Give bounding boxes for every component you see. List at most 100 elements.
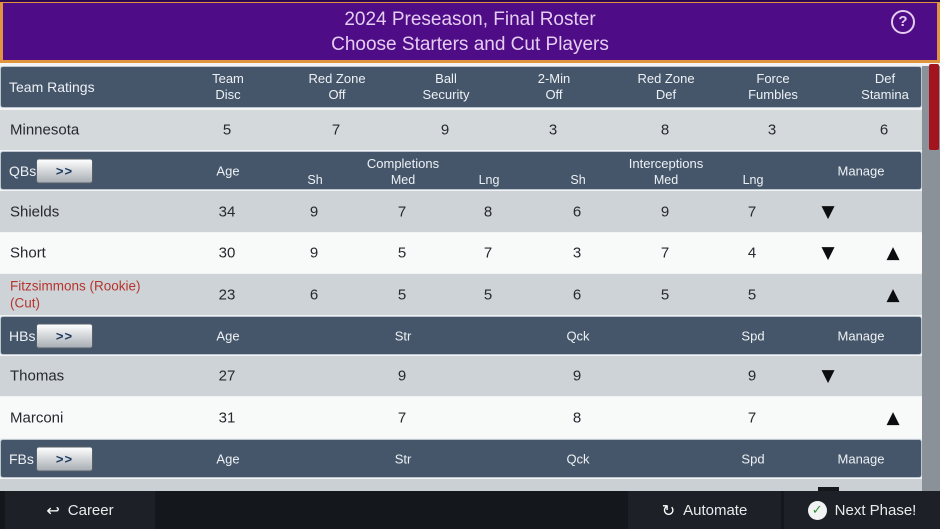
column-header-team-disc: Team Disc	[212, 70, 244, 102]
player-row-fitzsimmons: Fitzsimmons (Rookie) (Cut) 23 6 5 5 6 5 …	[0, 274, 922, 315]
page-title: 2024 Preseason, Final Roster Choose Star…	[3, 7, 937, 57]
stat-comp-med: 7	[397, 203, 407, 220]
player-name: Shields	[10, 203, 60, 220]
promote-icon[interactable]: ▲	[886, 407, 900, 428]
next-phase-button[interactable]: ✓ Next Phase!	[784, 491, 940, 529]
stat-comp-lng: 8	[483, 203, 493, 220]
column-header-def-stamina: Def Stamina	[861, 70, 909, 102]
rating-red-zone-def: 8	[660, 121, 670, 139]
hbs-section-header: HBs >> Age Str Qck Spd Manage	[0, 316, 922, 355]
fbs-expand-button[interactable]: >>	[36, 446, 93, 471]
stat-int-lng: 7	[747, 203, 757, 220]
stat-int-lng: 5	[747, 286, 757, 303]
rating-ball-security: 9	[440, 121, 450, 139]
fb-str-header: Str	[394, 451, 412, 466]
career-button[interactable]: ↩ Career	[5, 491, 155, 529]
stat-int-med: 7	[660, 244, 670, 262]
career-back-arrow-icon: ↩	[46, 500, 60, 520]
hb-age-header: Age	[216, 328, 240, 343]
column-header-ball-security: Ball Security	[422, 70, 470, 102]
hbs-label: HBs	[9, 327, 36, 344]
player-row-thomas: Thomas 27 9 9 9 ▼	[0, 356, 922, 396]
stat-comp-lng: 5	[483, 286, 493, 303]
player-row-marconi: Marconi 31 7 8 7 ▲	[0, 397, 922, 438]
qb-completions-med-header: Med	[390, 173, 416, 187]
rating-def-stamina: 6	[879, 121, 889, 139]
stat-comp-med: 5	[397, 286, 407, 303]
qb-interceptions-lng-header: Lng	[742, 173, 764, 187]
page-title-line2: Choose Starters and Cut Players	[331, 34, 609, 55]
team-ratings-header-row: Team Ratings Team Disc Red Zone Off Ball Se…	[0, 66, 922, 108]
check-icon: ✓	[807, 500, 827, 520]
stat-comp-sh: 9	[309, 203, 319, 220]
rating-team-disc: 5	[222, 121, 232, 139]
hb-str-header: Str	[394, 328, 412, 343]
team-ratings-label: Team Ratings	[9, 79, 95, 95]
career-label: Career	[67, 501, 114, 519]
refresh-icon: ↻	[661, 500, 676, 520]
stat-comp-sh: 9	[309, 244, 319, 262]
partial-player-row	[0, 479, 922, 491]
scrollbar-track[interactable]	[922, 64, 940, 491]
demote-icon[interactable]: ▼	[821, 366, 835, 386]
qbs-section-header: QBs >> Age Completions Sh Med Lng Interc…	[0, 151, 922, 190]
qb-interceptions-med-header: Med	[653, 173, 679, 187]
column-header-red-zone-def: Red Zone Def	[637, 70, 695, 102]
qb-completions-header: Completions	[366, 156, 440, 171]
rating-2min-off: 3	[548, 121, 558, 139]
qb-completions-sh-header: Sh	[307, 173, 323, 187]
hb-spd-header: Spd	[741, 328, 765, 343]
promote-icon[interactable]: ▲	[886, 284, 900, 305]
player-name-cut: Fitzsimmons (Rookie) (Cut)	[10, 277, 141, 311]
column-header-2min-off: 2-Min Off	[537, 70, 571, 102]
column-header-red-zone-off: Red Zone Off	[308, 70, 366, 102]
stat-spd: 7	[747, 409, 757, 426]
roster-table: Team Ratings Team Disc Red Zone Off Ball Se…	[0, 64, 940, 491]
promote-icon[interactable]: ▲	[886, 243, 900, 263]
footer-bar: ↩ Career ↻ Automate ✓ Next Phase!	[0, 491, 940, 529]
demote-icon[interactable]: ▼	[821, 243, 835, 263]
fbs-section-header: FBs >> Age Str Qck Spd Manage	[0, 439, 922, 478]
player-row-shields: Shields 34 9 7 8 6 9 7 ▼	[0, 191, 922, 232]
stat-comp-sh: 6	[309, 286, 319, 303]
column-header-force-fumbles: Force Fumbles	[748, 70, 798, 102]
fb-manage-header: Manage	[837, 451, 885, 466]
stat-int-lng: 4	[747, 244, 757, 262]
stat-str: 7	[397, 409, 407, 426]
hbs-expand-button[interactable]: >>	[36, 323, 93, 348]
stat-int-med: 9	[660, 203, 670, 220]
player-name: Short	[10, 244, 46, 262]
player-age: 31	[218, 409, 236, 426]
stat-qck: 8	[572, 409, 582, 426]
help-icon[interactable]: ?	[891, 10, 915, 34]
stat-qck: 9	[572, 367, 582, 385]
qb-manage-header: Manage	[837, 163, 885, 178]
player-name: Marconi	[10, 409, 64, 426]
qb-age-header: Age	[216, 163, 240, 178]
player-row-short: Short 30 9 5 7 3 7 4 ▼ ▲	[0, 233, 922, 273]
qb-interceptions-header: Interceptions	[628, 156, 704, 171]
fb-age-header: Age	[216, 451, 240, 466]
clipped-demote-icon	[818, 487, 839, 491]
player-age: 30	[218, 244, 236, 262]
player-name: Thomas	[10, 367, 65, 385]
fb-qck-header: Qck	[566, 451, 590, 466]
stat-comp-med: 5	[397, 244, 407, 262]
stat-spd: 9	[747, 367, 757, 385]
demote-icon[interactable]: ▼	[821, 201, 835, 222]
qbs-expand-button[interactable]: >>	[36, 158, 93, 183]
stat-comp-lng: 7	[483, 244, 493, 262]
automate-label: Automate	[683, 501, 748, 519]
rating-red-zone-off: 7	[331, 121, 341, 139]
qbs-label: QBs	[9, 162, 37, 179]
rating-force-fumbles: 3	[767, 121, 777, 139]
fbs-label: FBs	[9, 450, 34, 467]
stat-int-sh: 6	[572, 286, 582, 303]
automate-button[interactable]: ↻ Automate	[628, 491, 781, 529]
team-name: Minnesota	[10, 121, 80, 139]
scrollbar-thumb[interactable]	[929, 64, 939, 150]
page-title-line1: 2024 Preseason, Final Roster	[344, 9, 596, 30]
stat-str: 9	[397, 367, 407, 385]
top-edge-strip	[0, 0, 940, 2]
